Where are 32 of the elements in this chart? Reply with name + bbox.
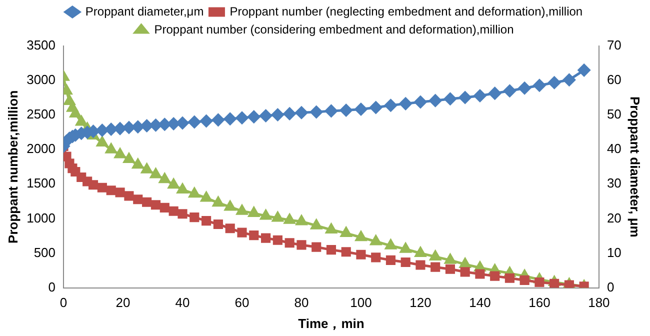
x-axis-title: Time，min	[298, 316, 364, 331]
y-tick-label: 2000	[26, 141, 56, 156]
legend-label: Proppant diameter,μm	[85, 4, 204, 18]
x-tick-label: 140	[469, 295, 491, 310]
x-tick-label: 0	[60, 295, 68, 310]
y2-tick-label: 30	[606, 176, 622, 191]
y-axis-title: Proppant number,million	[5, 90, 20, 244]
x-tick-label: 60	[234, 295, 250, 310]
y-tick-label: 0	[48, 279, 56, 294]
y2-axis-title: Proppant diameter, μm	[628, 96, 643, 238]
y-tick-label: 500	[34, 244, 56, 260]
x-tick-label: 160	[528, 295, 550, 310]
y2-tick-label: 50	[606, 106, 622, 122]
legend-label: Proppant number (neglecting embedment and deformation),million	[230, 4, 583, 18]
x-tick-label: 20	[116, 295, 130, 310]
x-tick-label: 40	[175, 295, 190, 310]
y-tick-label: 2500	[26, 106, 56, 122]
y2-tick-label: 60	[606, 72, 622, 88]
x-tick-label: 180	[588, 295, 610, 310]
y2-tick-label: 0	[606, 279, 614, 294]
y-tick-label: 3500	[26, 38, 56, 53]
y2-tick-label: 70	[606, 38, 622, 53]
x-tick-label: 80	[294, 295, 309, 310]
x-tick-label: 120	[410, 295, 432, 310]
y-tick-label: 1000	[26, 210, 56, 226]
y2-tick-label: 20	[606, 210, 622, 226]
x-tick-label: 100	[350, 295, 372, 310]
y2-tick-label: 40	[606, 141, 622, 156]
legend-label: Proppant number (considering embedment and deformation),million	[154, 22, 514, 36]
y2-tick-label: 10	[606, 244, 622, 260]
y-tick-label: 1500	[26, 176, 56, 191]
y-tick-label: 3000	[26, 72, 56, 88]
